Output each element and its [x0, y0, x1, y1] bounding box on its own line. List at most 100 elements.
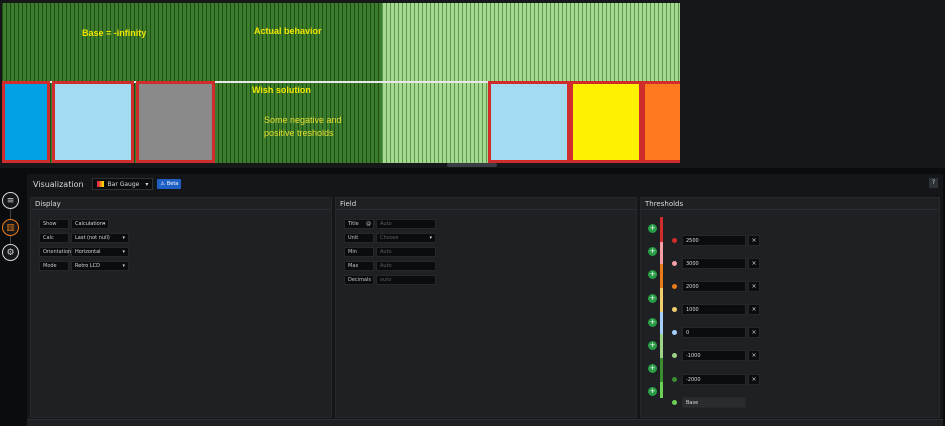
threshold-value-input[interactable]: 1000	[682, 304, 746, 315]
threshold-color-picker[interactable]	[669, 258, 680, 269]
add-threshold-button[interactable]: +	[648, 294, 657, 303]
calc-select[interactable]: Last (not null) ▾	[71, 233, 129, 243]
threshold-color-picker[interactable]	[669, 350, 680, 361]
threshold-strip-blue	[660, 312, 663, 334]
calc-label: Calc	[39, 233, 69, 243]
visualization-editor: Visualization Bar Gauge ▾ ⚠ Beta ? Displ…	[27, 174, 943, 426]
viz-type-picker[interactable]: Bar Gauge ▾	[91, 178, 154, 190]
note-line-1: Some negative and	[264, 115, 342, 125]
threshold-strip-red	[660, 217, 663, 242]
color-dot	[672, 377, 677, 382]
add-threshold-button[interactable]: +	[648, 387, 657, 396]
color-dot	[672, 400, 677, 405]
beta-badge: ⚠ Beta	[157, 179, 182, 189]
bar-gauge-type-icon	[96, 181, 104, 187]
remove-threshold-button[interactable]: ×	[748, 350, 760, 361]
remove-threshold-button[interactable]: ×	[748, 374, 760, 385]
viz-header: Visualization Bar Gauge ▾ ⚠ Beta	[27, 174, 943, 194]
min-input[interactable]: Auto	[376, 247, 436, 257]
max-input[interactable]: Auto	[376, 261, 436, 271]
database-icon[interactable]: ≡	[2, 192, 19, 209]
bar-gauge-icon[interactable]: ▥	[2, 219, 19, 236]
show-value: Calculation	[75, 221, 103, 227]
threshold-color-picker[interactable]	[669, 327, 680, 338]
threshold-color-picker[interactable]	[669, 304, 680, 315]
threshold-color-picker[interactable]	[669, 235, 680, 246]
chevron-down-icon: ▾	[122, 235, 125, 241]
panel-resize-handle[interactable]	[447, 163, 497, 167]
threshold-base-value: Base	[682, 397, 746, 408]
threshold-strip-yellow	[660, 288, 663, 312]
remove-threshold-button[interactable]: ×	[748, 327, 760, 338]
threshold-value-input[interactable]: 0	[682, 327, 746, 338]
mode-label: Mode	[39, 261, 69, 271]
bar-gauge-preview: Base = -infinity Actual behavior Wish so…	[0, 0, 945, 168]
threshold-strip-pink	[660, 242, 663, 264]
add-threshold-button[interactable]: +	[648, 224, 657, 233]
color-dot	[672, 353, 677, 358]
wish-box-orange	[642, 81, 680, 163]
threshold-color-picker[interactable]	[669, 374, 680, 385]
unit-placeholder: Choose	[380, 235, 399, 241]
sidebar-connector	[10, 209, 11, 219]
editor-sidebar: ≡ ▥ ⚙	[0, 174, 22, 426]
thresholds-section-title: Thresholds	[641, 198, 939, 210]
field-section: Field Title @ Auto Unit Choose ▾ Min Auto …	[335, 197, 637, 418]
chevron-down-icon: ▾	[429, 235, 432, 241]
help-button[interactable]: ?	[929, 178, 938, 188]
mode-value: Retro LCD	[75, 263, 101, 269]
field-row-unit: Unit Choose ▾	[344, 233, 436, 243]
display-section: Display Show Calculation ▾ Calc Last (not…	[30, 197, 332, 418]
add-threshold-button[interactable]: +	[648, 341, 657, 350]
wish-box-blue	[2, 81, 50, 163]
decimals-label: Decimals	[344, 275, 374, 285]
threshold-color-picker[interactable]	[669, 397, 680, 408]
threshold-value-input[interactable]: -1000	[682, 350, 746, 361]
chevron-down-icon: ▾	[122, 249, 125, 255]
unit-select[interactable]: Choose ▾	[376, 233, 436, 243]
orientation-label: Orientation	[39, 247, 71, 257]
color-dot	[672, 284, 677, 289]
wish-box-lightblue	[52, 81, 134, 163]
title-label: Title @	[344, 219, 374, 229]
min-label: Min	[344, 247, 374, 257]
sidebar-connector-2	[10, 236, 11, 244]
add-threshold-button[interactable]: +	[648, 364, 657, 373]
mode-select[interactable]: Retro LCD ▾	[71, 261, 129, 271]
remove-threshold-button[interactable]: ×	[748, 258, 760, 269]
field-row-min: Min Auto	[344, 247, 436, 257]
add-threshold-button[interactable]: +	[648, 318, 657, 327]
title-label-text: Title	[348, 221, 359, 227]
remove-threshold-button[interactable]: ×	[748, 304, 760, 315]
thresholds-section: Thresholds + + + + + + + +	[640, 197, 940, 418]
add-threshold-button[interactable]: +	[648, 270, 657, 279]
threshold-value-input[interactable]: -2000	[682, 374, 746, 385]
orientation-value: Horizontal	[75, 249, 101, 255]
base-label: Base = -infinity	[82, 28, 147, 38]
threshold-strip-lightgreen	[660, 334, 663, 358]
beta-label: Beta	[166, 181, 179, 187]
threshold-value-input[interactable]: 2000	[682, 281, 746, 292]
add-threshold-button[interactable]: +	[648, 247, 657, 256]
decimals-input[interactable]: auto	[376, 275, 436, 285]
bottom-section-bar	[27, 419, 943, 426]
chevron-down-icon: ▾	[122, 263, 125, 269]
remove-threshold-button[interactable]: ×	[748, 235, 760, 246]
threshold-value-input[interactable]: 2500	[682, 235, 746, 246]
threshold-strip-base	[660, 382, 663, 398]
remove-threshold-button[interactable]: ×	[748, 281, 760, 292]
chevron-down-icon: ▾	[102, 221, 106, 227]
viz-title: Visualization	[33, 179, 84, 189]
display-row-calc: Calc Last (not null) ▾	[39, 233, 129, 243]
show-label: Show	[39, 219, 69, 229]
orientation-select[interactable]: Horizontal ▾	[71, 247, 129, 257]
show-select[interactable]: Calculation ▾	[71, 219, 109, 229]
threshold-value-input[interactable]: 3000	[682, 258, 746, 269]
gear-icon[interactable]: ⚙	[2, 244, 19, 261]
actual-behavior-label: Actual behavior	[254, 26, 322, 36]
threshold-color-picker[interactable]	[669, 281, 680, 292]
wish-box-lightblue-2	[488, 81, 570, 163]
title-input[interactable]: Auto	[376, 219, 436, 229]
note-line-2: positive tresholds	[264, 128, 334, 138]
